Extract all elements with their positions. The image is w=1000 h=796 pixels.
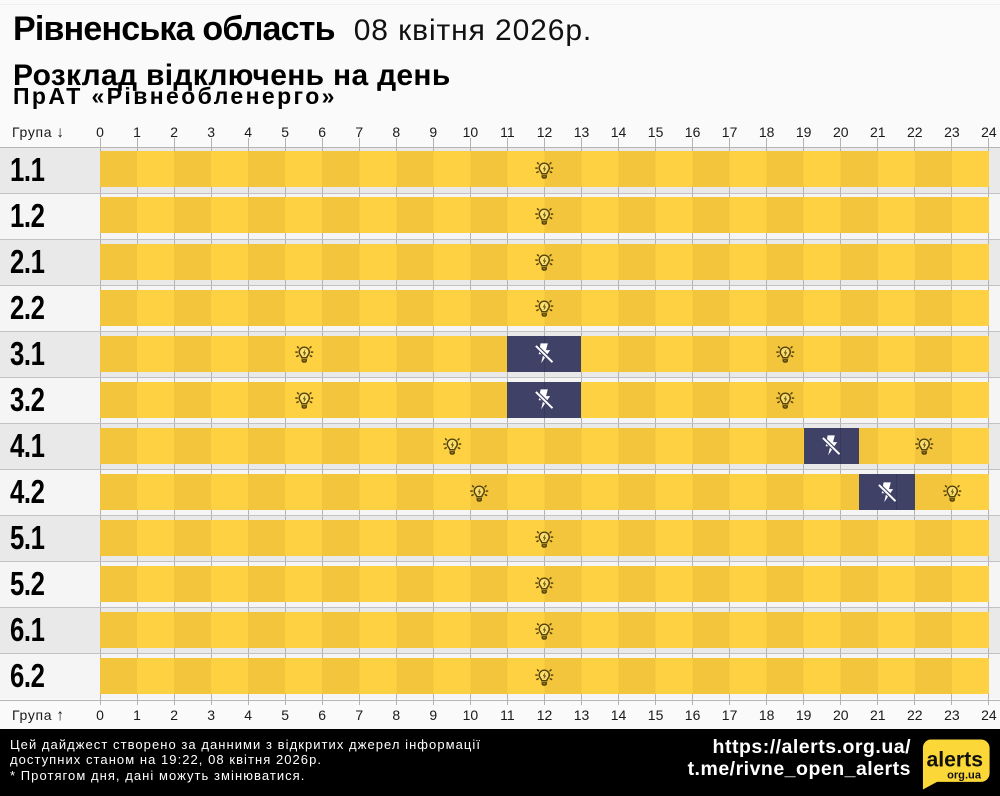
svg-text:alerts: alerts — [926, 748, 983, 771]
svg-text:org.ua: org.ua — [947, 769, 982, 781]
